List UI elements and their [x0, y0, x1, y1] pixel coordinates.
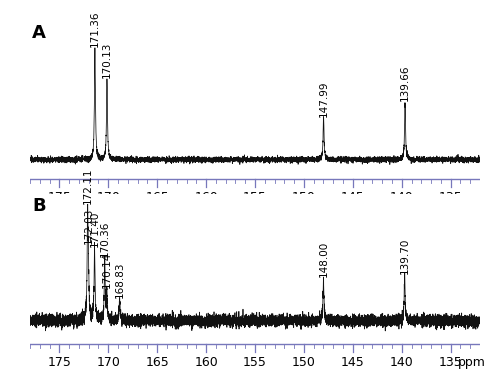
Text: 171.40: 171.40: [90, 210, 100, 247]
Text: 170.13: 170.13: [102, 41, 112, 78]
Text: 139.66: 139.66: [400, 65, 410, 101]
Text: 155: 155: [243, 191, 267, 204]
Text: B: B: [32, 197, 46, 215]
Text: 145: 145: [341, 356, 364, 369]
Text: 170.36: 170.36: [100, 221, 110, 257]
Text: 165: 165: [146, 191, 169, 204]
Text: 150: 150: [292, 191, 316, 204]
Text: 140: 140: [390, 191, 413, 204]
Text: 170: 170: [96, 191, 120, 204]
Text: 160: 160: [194, 356, 218, 369]
Text: 170: 170: [96, 356, 120, 369]
Text: 139.70: 139.70: [400, 238, 409, 274]
Text: 155: 155: [243, 356, 267, 369]
Text: 171.36: 171.36: [90, 10, 100, 47]
Text: 145: 145: [341, 191, 364, 204]
Text: ppm: ppm: [458, 356, 486, 369]
Text: 135: 135: [439, 191, 462, 204]
Text: 148.00: 148.00: [318, 241, 328, 277]
Text: 170.14: 170.14: [102, 252, 112, 288]
Text: 140: 140: [390, 356, 413, 369]
Text: 172.03: 172.03: [84, 208, 94, 244]
Text: 175: 175: [48, 191, 72, 204]
Text: 147.99: 147.99: [318, 81, 328, 117]
Text: A: A: [32, 24, 46, 42]
Text: 160: 160: [194, 191, 218, 204]
Text: 172.11: 172.11: [82, 168, 92, 204]
Text: 150: 150: [292, 356, 316, 369]
Text: 135: 135: [439, 356, 462, 369]
Text: 175: 175: [48, 356, 72, 369]
Text: 168.83: 168.83: [114, 261, 124, 298]
Text: 165: 165: [146, 356, 169, 369]
